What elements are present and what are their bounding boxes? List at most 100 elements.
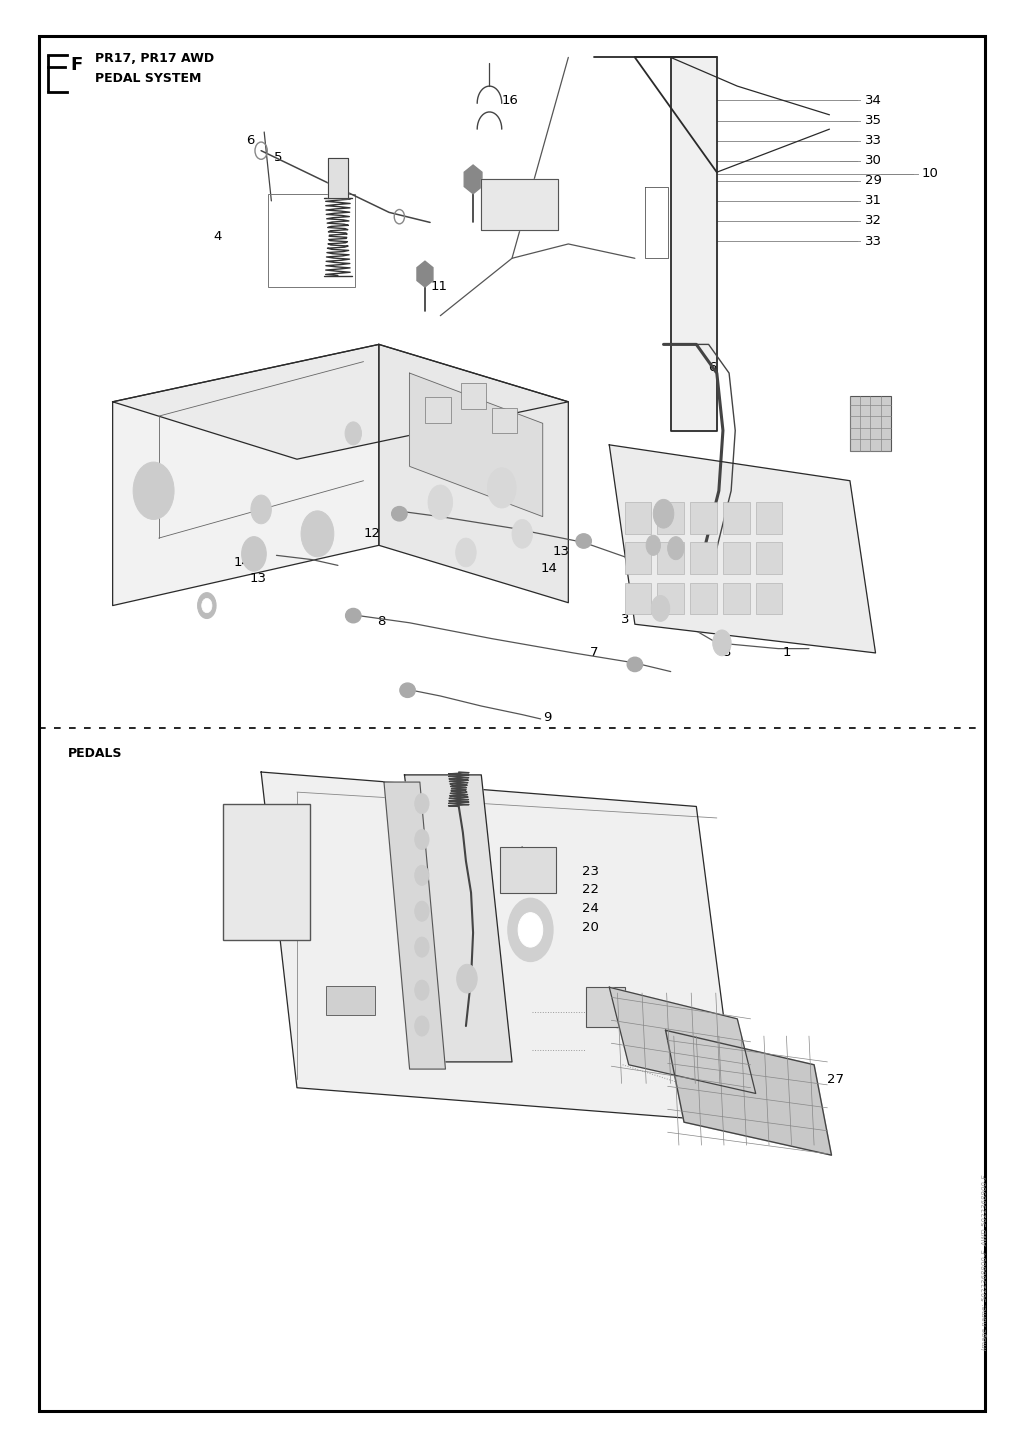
Text: 34: 34 [865, 93, 882, 108]
Ellipse shape [399, 683, 416, 697]
Circle shape [668, 537, 684, 560]
Text: 13: 13 [553, 544, 570, 558]
Text: PR17, PR17 AWD: PR17, PR17 AWD [95, 52, 214, 66]
Text: 32: 32 [865, 214, 883, 228]
Ellipse shape [575, 534, 591, 548]
Circle shape [415, 829, 429, 850]
Circle shape [301, 511, 334, 557]
Polygon shape [328, 158, 348, 198]
Circle shape [415, 980, 429, 1000]
Bar [461, 383, 486, 409]
Circle shape [646, 535, 660, 555]
Text: 33: 33 [865, 133, 883, 148]
Text: 13: 13 [250, 571, 267, 585]
Ellipse shape [391, 507, 408, 521]
Bar [625, 542, 651, 574]
Circle shape [415, 1016, 429, 1036]
Polygon shape [635, 57, 717, 430]
Text: 22: 22 [582, 883, 599, 897]
Text: 3: 3 [621, 613, 629, 627]
Bar [326, 986, 375, 1015]
Text: 20: 20 [582, 920, 598, 934]
Bar [690, 583, 717, 614]
Circle shape [198, 593, 216, 618]
Polygon shape [481, 179, 558, 230]
Text: 28: 28 [258, 897, 274, 911]
Bar [268, 194, 355, 287]
Text: 25: 25 [616, 1009, 634, 1023]
Bar [425, 397, 451, 423]
Polygon shape [666, 1030, 831, 1155]
Ellipse shape [345, 608, 361, 623]
Text: 7: 7 [590, 646, 598, 660]
Text: 6: 6 [246, 133, 254, 148]
Polygon shape [609, 445, 876, 653]
Polygon shape [379, 344, 568, 603]
Bar [756, 583, 782, 614]
Bar [850, 396, 891, 451]
Text: 11: 11 [430, 280, 447, 294]
Text: 4: 4 [213, 230, 221, 244]
Bar [500, 847, 556, 893]
Text: 6: 6 [709, 360, 717, 375]
Bar [492, 408, 517, 433]
Bar [690, 542, 717, 574]
Text: 27: 27 [827, 1072, 845, 1086]
Text: PEDALS: PEDALS [68, 746, 122, 761]
Circle shape [653, 499, 674, 528]
Text: 35: 35 [865, 113, 883, 128]
Text: Image name: 5022368800-F  AWD 5022368900-F: Image name: 5022368800-F AWD 5022368900-… [982, 1175, 988, 1350]
Bar [586, 987, 625, 1027]
Text: 26: 26 [338, 997, 354, 1012]
Bar [625, 583, 651, 614]
Text: 9: 9 [543, 710, 551, 725]
Polygon shape [384, 782, 445, 1069]
Text: 15: 15 [750, 478, 767, 492]
Text: 29: 29 [865, 174, 882, 188]
Circle shape [508, 898, 553, 961]
Circle shape [457, 964, 477, 993]
Text: 21: 21 [487, 961, 505, 976]
Text: 2: 2 [862, 432, 870, 446]
Bar [723, 583, 750, 614]
Circle shape [202, 598, 212, 613]
Circle shape [415, 901, 429, 921]
Text: F: F [71, 56, 83, 73]
Text: 14: 14 [541, 561, 557, 575]
Polygon shape [410, 373, 543, 517]
Circle shape [415, 865, 429, 885]
Bar [657, 542, 684, 574]
Circle shape [133, 462, 174, 519]
Text: 5: 5 [274, 151, 283, 165]
Bar [723, 502, 750, 534]
Circle shape [651, 596, 670, 621]
Text: 16: 16 [502, 93, 518, 108]
Polygon shape [404, 775, 512, 1062]
Bar [690, 502, 717, 534]
Bar [657, 502, 684, 534]
Circle shape [242, 537, 266, 571]
Text: 31: 31 [865, 194, 883, 208]
Text: 12: 12 [364, 527, 381, 541]
Circle shape [428, 485, 453, 519]
Text: PEDAL SYSTEM: PEDAL SYSTEM [95, 72, 202, 86]
Bar [756, 502, 782, 534]
Circle shape [456, 538, 476, 567]
Text: 3: 3 [723, 646, 731, 660]
Circle shape [518, 913, 543, 947]
Bar [657, 583, 684, 614]
Polygon shape [113, 344, 568, 459]
Circle shape [251, 495, 271, 524]
Text: 14: 14 [233, 555, 250, 570]
Bar [625, 502, 651, 534]
Circle shape [487, 468, 516, 508]
Text: 10: 10 [922, 166, 938, 181]
Text: 30: 30 [865, 154, 882, 168]
Ellipse shape [627, 657, 643, 672]
Circle shape [345, 422, 361, 445]
Circle shape [415, 937, 429, 957]
Polygon shape [261, 772, 737, 1122]
Text: 8: 8 [377, 614, 385, 629]
Bar [756, 542, 782, 574]
Text: 24: 24 [582, 901, 598, 916]
